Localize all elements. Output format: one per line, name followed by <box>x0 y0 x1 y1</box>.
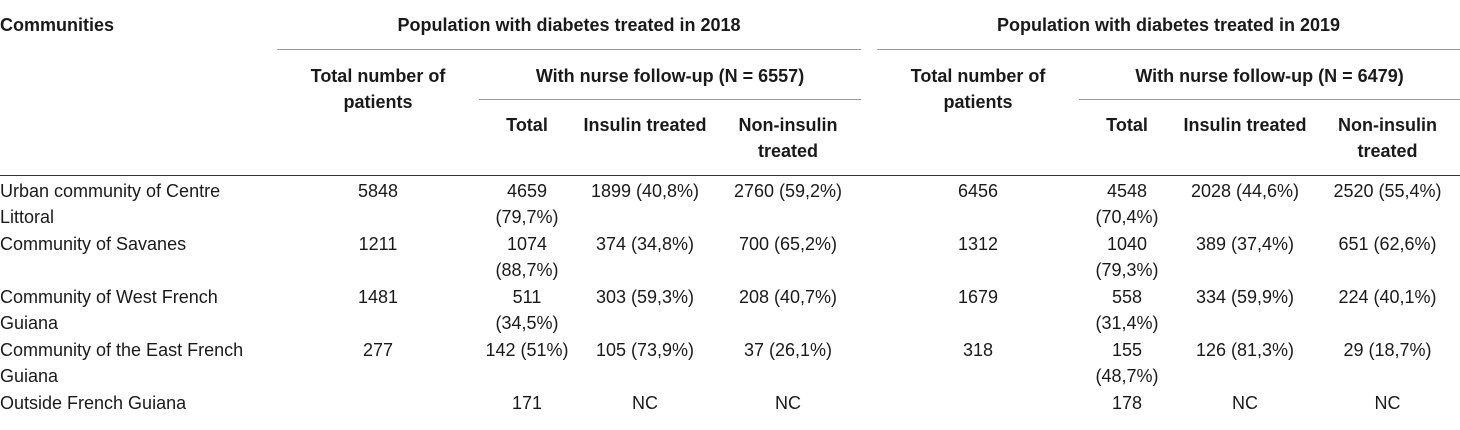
cell-t19: 6456 <box>877 175 1080 230</box>
header-nurse-2018: With nurse follow-up (N = 6557) <box>479 49 862 100</box>
cell-ni18: 37 (26,1%) <box>743 340 833 360</box>
row-community: Community of Savanes <box>0 234 187 254</box>
cell-n18: 4659 (79,7%) <box>479 175 575 230</box>
header-total-patients-2018: Total number of patients <box>277 49 479 176</box>
table-row: Outside French Guiana 171 NC NC 178 NC NC <box>0 389 1460 416</box>
cell-i19: NC <box>1232 393 1259 413</box>
table-row: Community of West French Guiana 1481 511 (… <box>0 283 1460 336</box>
cell-ni18: 700 (65,2%) <box>738 234 838 254</box>
cell-t19 <box>877 389 1079 416</box>
cell-n18: 511 (34,5%) <box>495 287 559 333</box>
cell-i19: 334 (59,9%) <box>1195 287 1295 307</box>
cell-n18: 1074 (88,7%) <box>495 234 559 280</box>
cell-i18: 374 (34,8%) <box>595 234 695 254</box>
cell-t18: 277 <box>362 340 394 360</box>
cell-t18: 5848 <box>277 175 479 230</box>
cell-i18: NC <box>632 393 658 413</box>
cell-ni19: 29 (18,7%) <box>1343 340 1432 360</box>
cell-n19: 4548 (70,4%) <box>1079 175 1176 230</box>
header-non-insulin-2018: Non-insulin treated <box>715 99 862 176</box>
cell-i19: 389 (37,4%) <box>1195 234 1295 254</box>
header-total-patients-2019: Total number of patients <box>877 49 1080 176</box>
cell-i18: 105 (73,9%) <box>595 340 695 360</box>
cell-i18: 303 (59,3%) <box>595 287 695 307</box>
header-non-insulin-2019: Non-insulin treated <box>1315 99 1460 176</box>
table-row: Community of Savanes 1211 1074 (88,7%) 374 … <box>0 230 1460 283</box>
cell-i19: 2028 (44,6%) <box>1175 175 1316 230</box>
cell-n19: 1040 (79,3%) <box>1095 234 1159 280</box>
cell-ni19: NC <box>1374 393 1401 413</box>
table-row: Urban community of Centre Littoral 5848 46… <box>0 175 1460 230</box>
cell-n18: 171 <box>511 393 543 413</box>
cell-ni18: 2760 (59,2%) <box>715 175 862 230</box>
cell-n19: 178 <box>1111 393 1143 413</box>
cell-ni18: NC <box>775 393 801 413</box>
header-group-2019: Population with diabetes treated in 2019 <box>996 15 1341 35</box>
cell-ni19: 2520 (55,4%) <box>1315 175 1460 230</box>
cell-n19: 558 (31,4%) <box>1095 287 1159 333</box>
cell-t19: 318 <box>962 340 994 360</box>
cell-i19: 126 (81,3%) <box>1195 340 1295 360</box>
cell-ni19: 224 (40,1%) <box>1338 287 1437 307</box>
header-nurse-2019: With nurse follow-up (N = 6479) <box>1079 49 1460 100</box>
header-total-2019: Total <box>1079 99 1176 176</box>
diabetes-table: Communities Population with diabetes tre… <box>0 15 1460 416</box>
cell-t18: 1211 <box>358 234 398 254</box>
row-community: Community of West French Guiana <box>0 287 218 333</box>
header-insulin-2019: Insulin treated <box>1175 99 1316 176</box>
row-community: Community of the East French Guiana <box>0 340 244 386</box>
header-group-2018: Population with diabetes treated in 2018 <box>397 15 741 35</box>
cell-ni18: 208 (40,7%) <box>738 287 838 307</box>
cell-t19: 1679 <box>957 287 999 307</box>
header-communities: Communities <box>0 15 115 35</box>
row-community: Outside French Guiana <box>0 393 187 413</box>
cell-t19: 1312 <box>957 234 999 254</box>
cell-ni19: 651 (62,6%) <box>1338 234 1437 254</box>
cell-n18: 142 (51%) <box>485 340 569 360</box>
table-row: Community of the East French Guiana 277 14… <box>0 336 1460 389</box>
row-community: Urban community of Centre Littoral <box>0 175 277 230</box>
cell-i18: 1899 (40,8%) <box>575 175 715 230</box>
header-insulin-2018: Insulin treated <box>575 99 715 176</box>
header-total-2018: Total <box>479 99 575 176</box>
cell-t18 <box>277 389 479 416</box>
cell-t18: 1481 <box>357 287 399 307</box>
cell-n19: 155 (48,7%) <box>1095 340 1159 386</box>
